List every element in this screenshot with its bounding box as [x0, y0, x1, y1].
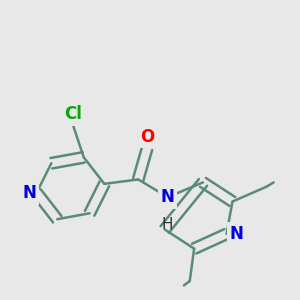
Text: N: N: [161, 188, 175, 206]
Text: Cl: Cl: [64, 106, 82, 124]
Text: O: O: [140, 128, 154, 146]
Text: N: N: [23, 184, 37, 202]
Text: N: N: [230, 225, 243, 243]
Text: H: H: [162, 217, 173, 232]
